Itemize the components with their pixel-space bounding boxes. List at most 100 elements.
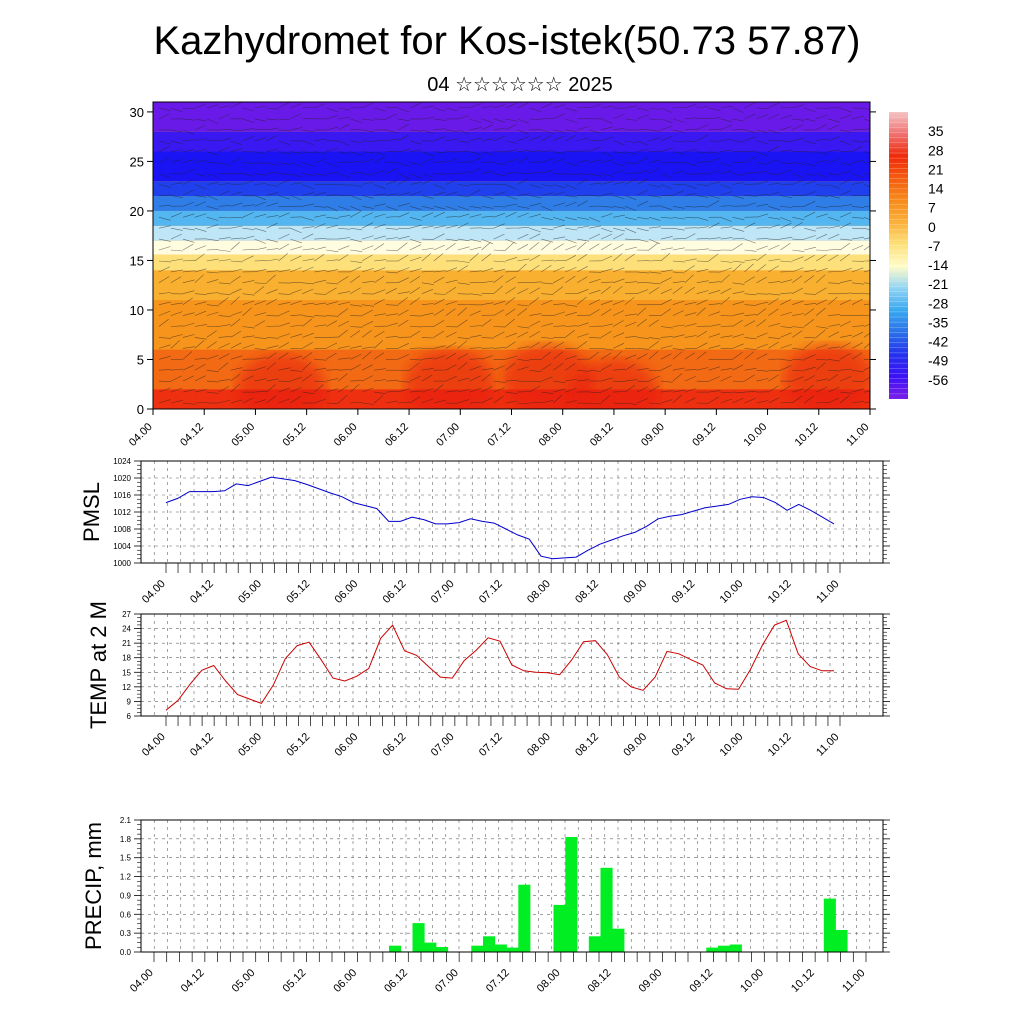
- y-tick-label: 9: [127, 697, 132, 706]
- x-tick-label: 10.12: [766, 578, 794, 606]
- y-tick-label: 0.3: [120, 929, 132, 938]
- precip-bar: [554, 905, 566, 952]
- x-tick-label: 08.00: [525, 578, 553, 606]
- x-tick-label: 07.00: [433, 967, 461, 995]
- x-tick-label: 04.12: [178, 421, 206, 449]
- x-tick-label: 07.12: [477, 731, 505, 759]
- x-tick-label: 04.12: [179, 967, 207, 995]
- y-tick-label: 5: [137, 352, 144, 367]
- colorbar-label: -56: [928, 372, 948, 388]
- x-tick-label: 06.12: [381, 731, 409, 759]
- precip-bar: [706, 948, 718, 952]
- colorbar-label: 35: [928, 123, 944, 139]
- x-tick-label: 09.12: [687, 967, 715, 995]
- precip-bar: [424, 943, 436, 952]
- x-tick-label: 09.12: [669, 578, 697, 606]
- colorbar-label: 21: [928, 161, 944, 177]
- x-tick-label: 04.00: [140, 578, 168, 606]
- chart-title: Kazhydromet for Kos-istek(50.73 57.87): [153, 19, 860, 63]
- x-tick-label: 07.00: [434, 421, 462, 449]
- y-tick-label: 15: [130, 253, 144, 268]
- x-tick-label: 04.00: [140, 731, 168, 759]
- x-tick-label: 08.12: [573, 578, 601, 606]
- heatmap-field: [153, 102, 876, 429]
- heatmap-warm-core: [236, 354, 326, 424]
- x-tick-label: 08.12: [588, 421, 616, 449]
- x-tick-label: 10.12: [793, 421, 821, 449]
- y-tick-label: 27: [122, 610, 131, 619]
- precip-bar: [612, 929, 624, 952]
- y-tick-label: 0.9: [120, 891, 132, 900]
- x-tick-label: 05.00: [236, 578, 264, 606]
- x-tick-label: 06.00: [332, 578, 360, 606]
- x-tick-label: 08.00: [535, 967, 563, 995]
- x-tick-label: 11.00: [844, 421, 871, 448]
- x-tick-label: 10.00: [718, 731, 746, 759]
- series-line: [166, 477, 834, 559]
- x-tick-label: 07.12: [485, 421, 513, 449]
- x-tick-label: 08.00: [525, 731, 553, 759]
- x-tick-label: 06.12: [383, 421, 411, 449]
- y-axis-label: PRECIP, mm: [81, 822, 106, 950]
- y-tick-label: 10: [130, 303, 144, 318]
- x-tick-label: 08.12: [586, 967, 614, 995]
- x-tick-label: 09.12: [669, 731, 697, 759]
- x-tick-label: 11.00: [814, 731, 841, 758]
- colorbar-label: -49: [928, 353, 948, 369]
- x-tick-label: 11.00: [814, 578, 841, 605]
- precip-bar: [601, 868, 613, 952]
- y-axis-label: TEMP at 2 M: [86, 601, 111, 729]
- x-tick-label: 06.00: [332, 421, 360, 449]
- x-tick-label: 07.12: [484, 967, 512, 995]
- y-tick-label: 2.1: [120, 816, 132, 825]
- x-tick-label: 09.00: [639, 421, 667, 449]
- x-tick-label: 07.12: [477, 578, 505, 606]
- x-tick-label: 04.00: [128, 967, 156, 995]
- colorbar-label: -42: [928, 334, 948, 350]
- x-tick-label: 09.00: [621, 731, 649, 759]
- precip-bar: [389, 946, 401, 952]
- heatmap-band: [153, 196, 870, 211]
- chart-subtitle: 04 ☆☆☆☆☆☆ 2025: [427, 74, 612, 96]
- x-tick-label: 06.00: [331, 967, 359, 995]
- y-tick-label: 0.0: [120, 948, 132, 957]
- x-tick-label: 10.12: [789, 967, 817, 995]
- x-tick-label: 04.00: [127, 421, 155, 449]
- x-tick-label: 07.00: [429, 731, 457, 759]
- precip-bar: [495, 945, 507, 953]
- precip-bar: [413, 923, 425, 952]
- x-tick-label: 05.00: [229, 421, 257, 449]
- y-tick-label: 12: [122, 683, 131, 692]
- y-tick-label: 1008: [113, 525, 131, 534]
- precip-bar: [589, 936, 601, 952]
- x-tick-label: 07.00: [429, 578, 457, 606]
- x-tick-label: 05.12: [284, 578, 312, 606]
- x-tick-label: 10.00: [718, 578, 746, 606]
- precip-bar: [824, 899, 836, 952]
- precip-bar: [565, 837, 577, 952]
- x-tick-label: 08.12: [573, 731, 601, 759]
- x-tick-label: 05.12: [280, 967, 308, 995]
- y-tick-label: 1.2: [120, 873, 132, 882]
- y-tick-label: 15: [122, 668, 131, 677]
- y-tick-label: 20: [130, 204, 144, 219]
- x-tick-label: 06.12: [382, 967, 410, 995]
- colorbar-label: -7: [928, 238, 941, 254]
- precip-bar: [518, 885, 530, 952]
- heatmap-band: [153, 181, 870, 196]
- y-tick-label: 0.6: [120, 910, 132, 919]
- heatmap-band: [153, 270, 870, 300]
- x-tick-label: 10.00: [741, 421, 769, 449]
- y-tick-label: 1024: [113, 457, 131, 466]
- heatmap-band: [153, 152, 870, 182]
- x-tick-label: 09.00: [621, 578, 649, 606]
- x-tick-label: 11.00: [840, 967, 867, 994]
- x-tick-label: 04.12: [188, 578, 216, 606]
- precip-bar: [730, 945, 742, 953]
- y-tick-label: 1020: [113, 474, 131, 483]
- y-tick-label: 24: [122, 625, 131, 634]
